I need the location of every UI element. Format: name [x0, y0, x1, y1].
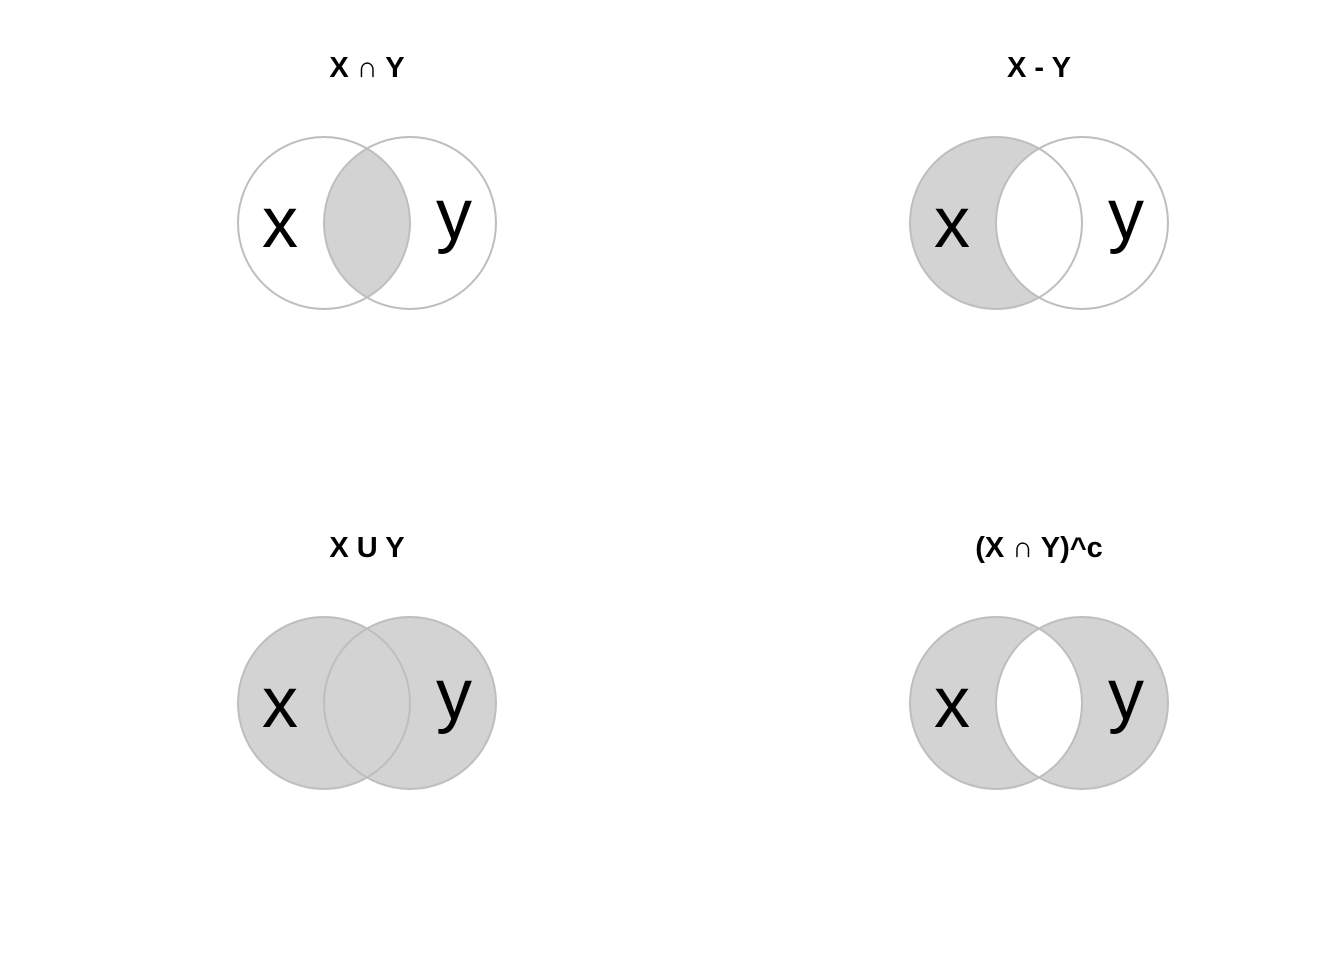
- set-x-circle: [237, 616, 411, 790]
- venn-panel-complement: (X ∩ Y)^c x y: [909, 532, 1169, 790]
- set-y-label: y: [436, 175, 472, 255]
- set-x-label: x: [262, 183, 298, 263]
- set-y-label: y: [1108, 655, 1144, 735]
- panel-title: X - Y: [1007, 52, 1071, 84]
- set-x-circle: [909, 136, 1083, 310]
- set-x-label: x: [934, 663, 970, 743]
- venn-panel-intersection: X ∩ Y x y: [237, 52, 497, 310]
- set-y-label: y: [436, 655, 472, 735]
- region-x-and-y: [324, 617, 410, 789]
- venn-panel-union: X U Y x y: [237, 532, 497, 790]
- panel-title: X ∩ Y: [329, 52, 404, 84]
- set-y-circle: [995, 136, 1169, 310]
- panel-title: X U Y: [329, 532, 404, 564]
- set-x-label: x: [934, 183, 970, 263]
- set-y-circle: [995, 616, 1169, 790]
- set-y-circle: [323, 136, 497, 310]
- venn-panel-difference: X - Y x y: [909, 52, 1169, 310]
- set-x-circle: [237, 136, 411, 310]
- region-x-and-y: [324, 137, 410, 309]
- set-y-label: y: [1108, 175, 1144, 255]
- panel-title: (X ∩ Y)^c: [975, 532, 1103, 564]
- set-y-circle: [323, 616, 497, 790]
- set-x-circle: [909, 616, 1083, 790]
- set-x-label: x: [262, 663, 298, 743]
